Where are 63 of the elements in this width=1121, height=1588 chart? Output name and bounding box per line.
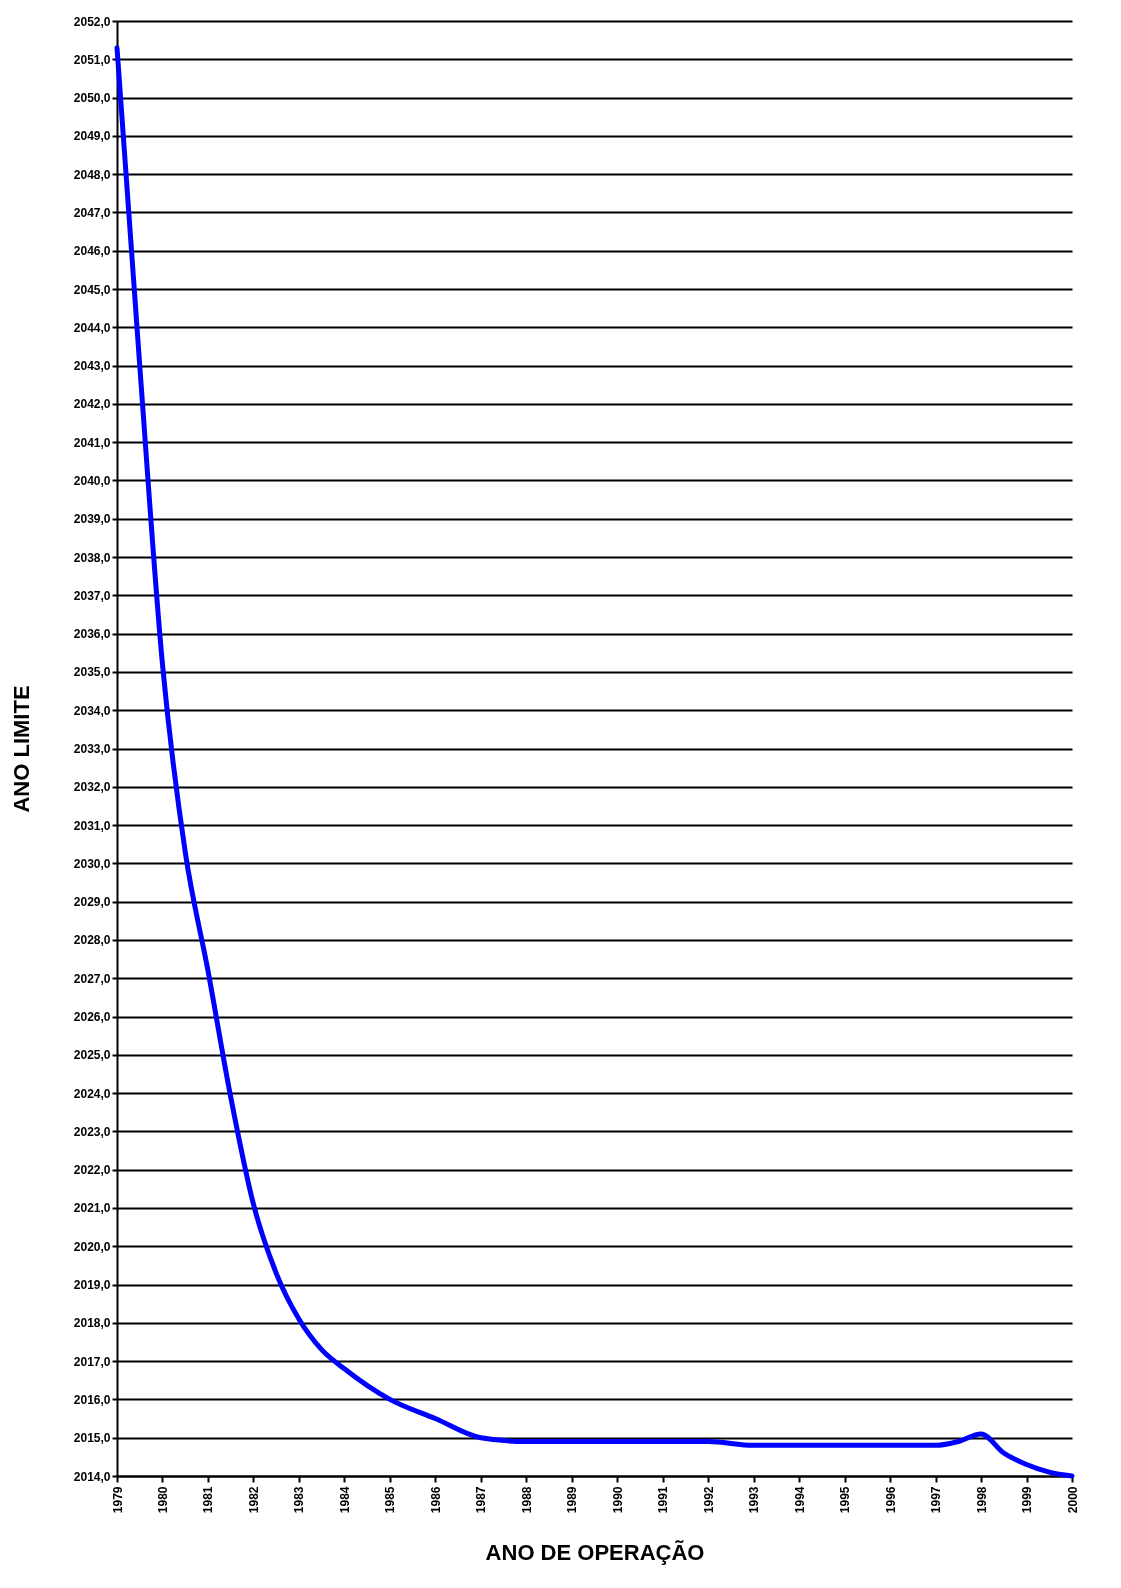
y-tick-label: 2047,0 xyxy=(73,205,111,220)
y-axis-title: ANO LIMITE xyxy=(8,685,34,813)
y-tick-label: 2035,0 xyxy=(73,665,111,680)
y-tick-label: 2024,0 xyxy=(73,1086,111,1101)
y-tick-label: 2050,0 xyxy=(73,91,111,106)
x-tick-label: 1983 xyxy=(292,1486,307,1514)
x-tick-label: 1996 xyxy=(883,1486,898,1514)
y-tick-label: 2046,0 xyxy=(73,244,111,259)
y-tick-label: 2040,0 xyxy=(73,473,111,488)
x-tick-label: 1995 xyxy=(838,1486,853,1514)
y-tick-label: 2021,0 xyxy=(73,1201,111,1216)
y-tick-label: 2022,0 xyxy=(73,1163,111,1178)
x-tick-label: 1980 xyxy=(155,1486,170,1514)
x-tick-label: 1997 xyxy=(929,1486,944,1514)
y-tick-label: 2038,0 xyxy=(73,550,111,565)
y-tick-label: 2027,0 xyxy=(73,971,111,986)
x-tick-label: 1985 xyxy=(383,1486,398,1514)
x-axis-title: ANO DE OPERAÇÃO xyxy=(485,1540,705,1566)
y-tick-label: 2030,0 xyxy=(73,856,111,871)
y-tick-label: 2015,0 xyxy=(73,1431,111,1446)
x-tick-label: 1981 xyxy=(201,1486,216,1514)
x-tick-label: 1990 xyxy=(610,1486,625,1514)
y-tick-label: 2044,0 xyxy=(73,320,111,335)
x-tick-label: 1986 xyxy=(428,1486,443,1514)
y-tick-label: 2029,0 xyxy=(73,895,111,910)
y-tick-label: 2019,0 xyxy=(73,1278,111,1293)
y-tick-label: 2049,0 xyxy=(73,129,111,144)
y-tick-label: 2017,0 xyxy=(73,1354,111,1369)
x-tick-label: 1999 xyxy=(1020,1486,1035,1514)
y-tick-label: 2014,0 xyxy=(73,1469,111,1484)
x-tick-label: 1987 xyxy=(474,1486,489,1514)
x-tick-label: 1991 xyxy=(656,1486,671,1514)
y-tick-label: 2020,0 xyxy=(73,1239,111,1254)
y-tick-label: 2028,0 xyxy=(73,933,111,948)
y-tick-label: 2052,0 xyxy=(73,14,111,29)
y-tick-label: 2039,0 xyxy=(73,512,111,527)
y-tick-label: 2051,0 xyxy=(73,52,111,67)
x-tick-label: 1988 xyxy=(519,1486,534,1514)
y-tick-label: 2048,0 xyxy=(73,167,111,182)
y-tick-label: 2023,0 xyxy=(73,1124,111,1139)
x-tick-label: 1989 xyxy=(565,1486,580,1514)
x-tick-label: 1982 xyxy=(246,1486,261,1514)
y-tick-label: 2025,0 xyxy=(73,1048,111,1063)
x-tick-label: 1998 xyxy=(974,1486,989,1514)
x-tick-label: 1992 xyxy=(701,1486,716,1514)
y-tick-label: 2018,0 xyxy=(73,1316,111,1331)
x-tick-label: 2000 xyxy=(1065,1486,1080,1514)
x-tick-label: 1984 xyxy=(337,1486,352,1514)
x-tick-label: 1994 xyxy=(792,1486,807,1514)
y-tick-label: 2043,0 xyxy=(73,359,111,374)
x-tick-label: 1979 xyxy=(110,1486,125,1514)
y-tick-label: 2036,0 xyxy=(73,627,111,642)
y-tick-label: 2033,0 xyxy=(73,742,111,756)
y-tick-label: 2016,0 xyxy=(73,1392,111,1407)
y-tick-label: 2037,0 xyxy=(73,588,111,603)
y-tick-label: 2031,0 xyxy=(73,818,111,833)
y-tick-label: 2032,0 xyxy=(73,780,111,795)
y-tick-label: 2045,0 xyxy=(73,282,111,297)
y-tick-label: 2041,0 xyxy=(73,435,111,450)
y-tick-label: 2042,0 xyxy=(73,397,111,412)
x-tick-label: 1993 xyxy=(747,1486,762,1514)
y-tick-label: 2034,0 xyxy=(73,703,111,718)
y-tick-label: 2026,0 xyxy=(73,1010,111,1025)
